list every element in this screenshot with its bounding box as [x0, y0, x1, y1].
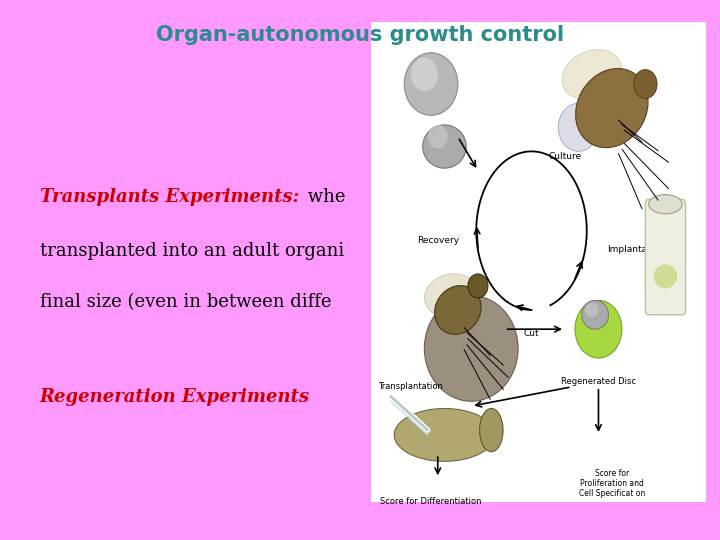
Text: Implantation: Implantation	[607, 245, 665, 254]
Text: Recovery: Recovery	[418, 236, 459, 245]
Text: Regenerated Disc: Regenerated Disc	[561, 377, 636, 386]
Ellipse shape	[428, 125, 448, 149]
Ellipse shape	[575, 300, 622, 358]
Ellipse shape	[424, 295, 518, 401]
Ellipse shape	[405, 53, 458, 116]
Text: Score for Differentiation: Score for Differentiation	[380, 497, 482, 507]
Text: Transplants Experiments:: Transplants Experiments:	[40, 188, 299, 206]
Text: Transplantation: Transplantation	[379, 382, 444, 392]
Ellipse shape	[585, 303, 598, 317]
Text: transplanted into an adult organi: transplanted into an adult organi	[40, 242, 344, 260]
Ellipse shape	[435, 286, 481, 334]
Ellipse shape	[468, 274, 488, 298]
Ellipse shape	[480, 408, 503, 452]
Ellipse shape	[558, 103, 598, 151]
Ellipse shape	[395, 408, 495, 461]
Ellipse shape	[424, 274, 478, 318]
Text: Culture: Culture	[548, 152, 581, 161]
Text: Organ-autonomous growth control: Organ-autonomous growth control	[156, 25, 564, 45]
Ellipse shape	[411, 58, 438, 91]
FancyBboxPatch shape	[645, 199, 685, 315]
Text: whe: whe	[302, 188, 346, 206]
Text: final size (even in between diffe: final size (even in between diffe	[40, 293, 331, 312]
Ellipse shape	[582, 300, 608, 329]
Text: Regeneration Experiments: Regeneration Experiments	[40, 388, 310, 406]
Ellipse shape	[423, 125, 467, 168]
Text: Score for
Proliferation and
Cell Specificat on: Score for Proliferation and Cell Specifi…	[579, 469, 645, 498]
Text: Cut: Cut	[523, 329, 539, 338]
Ellipse shape	[649, 194, 682, 214]
Ellipse shape	[575, 69, 648, 147]
Bar	[371, 22, 706, 502]
Ellipse shape	[654, 264, 677, 288]
Ellipse shape	[634, 70, 657, 98]
Ellipse shape	[562, 50, 621, 99]
